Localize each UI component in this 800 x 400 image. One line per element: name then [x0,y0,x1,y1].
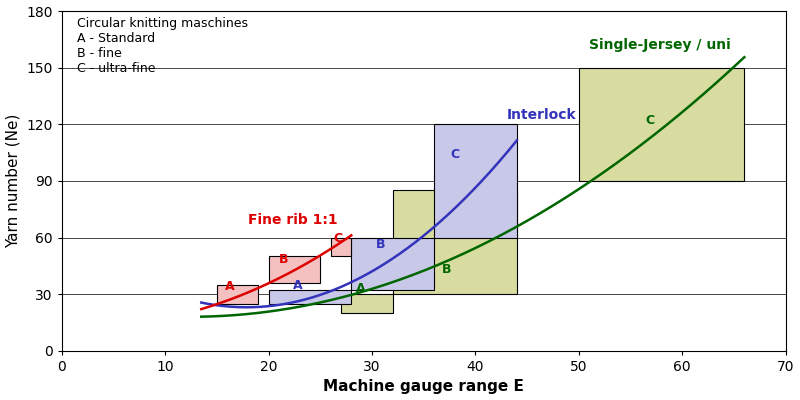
Bar [330,238,351,256]
Text: Fine rib 1:1: Fine rib 1:1 [248,213,338,227]
Text: Circular knitting maschines
A - Standard
B - fine
C - ultra-fine: Circular knitting maschines A - Standard… [77,17,248,75]
Text: A: A [357,282,366,295]
Bar [217,285,258,304]
Text: B: B [376,238,386,251]
Text: C: C [334,232,343,245]
Bar [269,256,320,283]
Text: B: B [279,253,288,266]
Text: Interlock: Interlock [506,108,576,122]
Bar [269,290,351,304]
Y-axis label: Yarn number (Ne): Yarn number (Ne) [6,114,21,248]
Text: A: A [294,279,303,292]
Text: Single-Jersey / uni: Single-Jersey / uni [589,38,731,52]
Text: A: A [225,280,234,294]
Text: C: C [645,114,654,127]
Bar [351,238,434,290]
Text: C: C [450,148,460,161]
X-axis label: Machine gauge range E: Machine gauge range E [323,380,524,394]
Bar [341,294,393,313]
Bar [579,68,744,181]
Text: B: B [442,264,452,276]
Bar [434,124,517,238]
Bar [393,190,517,294]
